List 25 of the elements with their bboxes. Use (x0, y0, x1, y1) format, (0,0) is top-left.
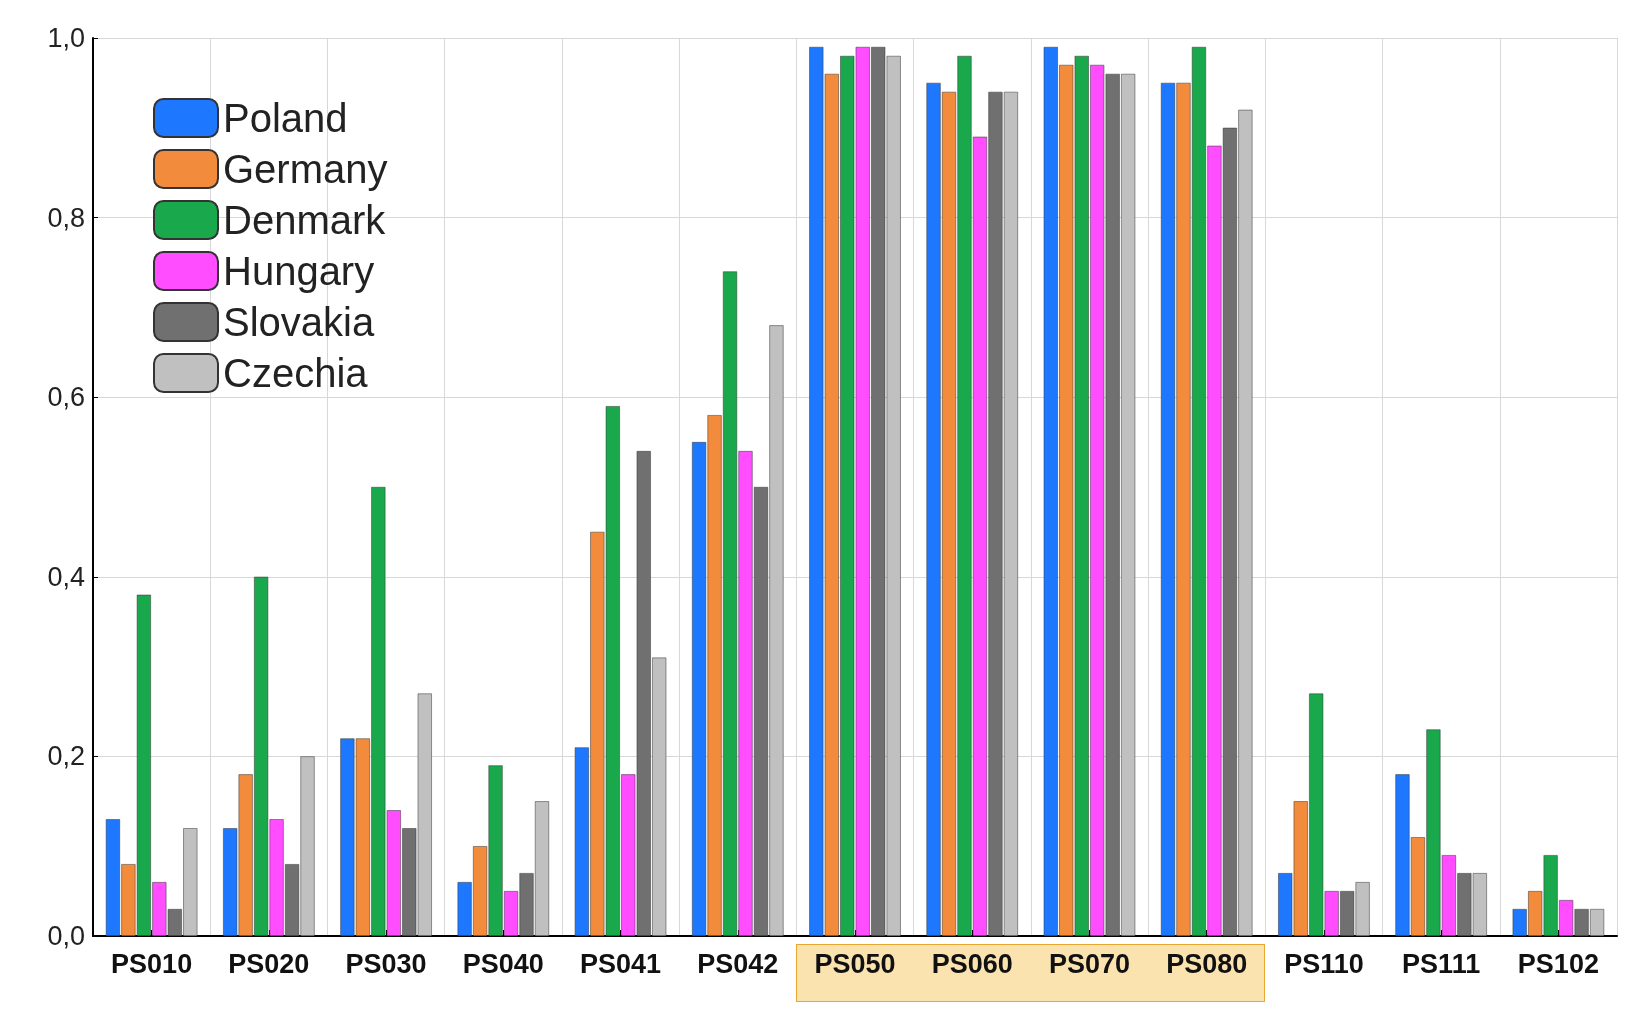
y-tick-label: 0,4 (47, 561, 85, 592)
x-tick-label: PS070 (1048, 948, 1130, 979)
x-tick-label: PS030 (345, 948, 427, 979)
x-tick-label: PS040 (462, 948, 544, 979)
x-tick-label: PS060 (931, 948, 1013, 979)
x-tick-label: PS010 (111, 948, 193, 979)
x-tick-label: PS111 (1402, 948, 1481, 979)
x-tick-label: PS050 (814, 948, 896, 979)
y-tick-label: 0,2 (47, 741, 85, 772)
x-tick-label: PS042 (697, 948, 779, 979)
y-tick-label: 1,0 (47, 23, 85, 53)
x-tick-label: PS020 (228, 948, 310, 979)
x-tick-label: PS041 (580, 948, 662, 979)
legend-label: Slovakia (223, 300, 375, 344)
y-tick-label: 0,8 (47, 202, 85, 233)
x-tick-label: PS080 (1166, 948, 1248, 979)
legend-label: Poland (223, 96, 348, 140)
y-tick-label: 0,0 (47, 921, 85, 951)
legend-label: Germany (223, 147, 388, 191)
y-tick-label: 0,6 (47, 382, 85, 413)
legend-label: Denmark (223, 198, 387, 242)
legend-label: Hungary (223, 249, 375, 293)
x-tick-label: PS102 (1517, 948, 1599, 979)
legend-label: Czechia (223, 351, 369, 395)
x-tick-label: PS110 (1284, 948, 1364, 979)
